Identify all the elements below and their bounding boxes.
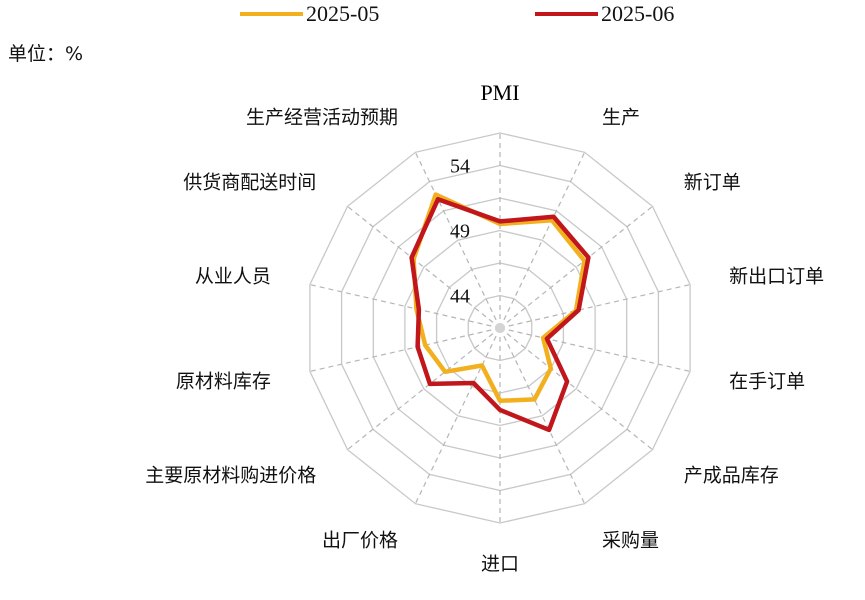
category-label: 原材料库存: [176, 370, 271, 392]
legend: 2025-05 2025-06: [240, 1, 674, 26]
grid-spoke: [499, 327, 653, 451]
grid-spoke: [499, 327, 691, 372]
legend-label-2025-05: 2025-05: [306, 1, 379, 26]
grid-spoke: [499, 205, 653, 329]
category-label: PMI: [480, 80, 519, 105]
category-label: 出厂价格: [322, 530, 398, 552]
grid-spoke: [414, 152, 501, 329]
category-label: 进口: [481, 553, 519, 575]
grid-ring: [467, 294, 533, 362]
tick-label: 54: [450, 156, 470, 178]
category-label: 从业人员: [195, 266, 271, 288]
series-lines: [409, 192, 591, 433]
category-label: 产成品库存: [684, 465, 779, 487]
category-label: 采购量: [602, 530, 659, 552]
grid-spoke: [347, 205, 501, 329]
category-label: 新订单: [684, 172, 741, 194]
category-label: 新出口订单: [729, 266, 824, 288]
grid-spoke: [309, 284, 501, 329]
category-label: 供货商配送时间: [183, 172, 316, 194]
grid-spoke: [499, 284, 691, 329]
radar-grid: [309, 132, 691, 524]
tick-label: 44: [450, 286, 470, 308]
grid-ring: [309, 132, 691, 524]
grid-spoke: [499, 152, 586, 329]
unit-label: 单位：%: [8, 43, 83, 65]
radial-ticks: 44 49 54: [450, 156, 470, 308]
grid-spoke: [309, 327, 501, 372]
grid-spoke: [499, 327, 586, 504]
series-line-2025-06: [409, 196, 591, 433]
category-label: 生产经营活动预期: [246, 106, 398, 128]
grid-spoke: [414, 327, 501, 504]
tick-label: 49: [450, 221, 470, 243]
category-label: 主要原材料购进价格: [145, 465, 316, 487]
legend-label-2025-06: 2025-06: [601, 1, 674, 26]
category-label: 在手订单: [729, 370, 805, 392]
center-dot: [495, 323, 505, 333]
category-label: 生产: [602, 106, 640, 128]
grid-spoke: [347, 327, 501, 451]
